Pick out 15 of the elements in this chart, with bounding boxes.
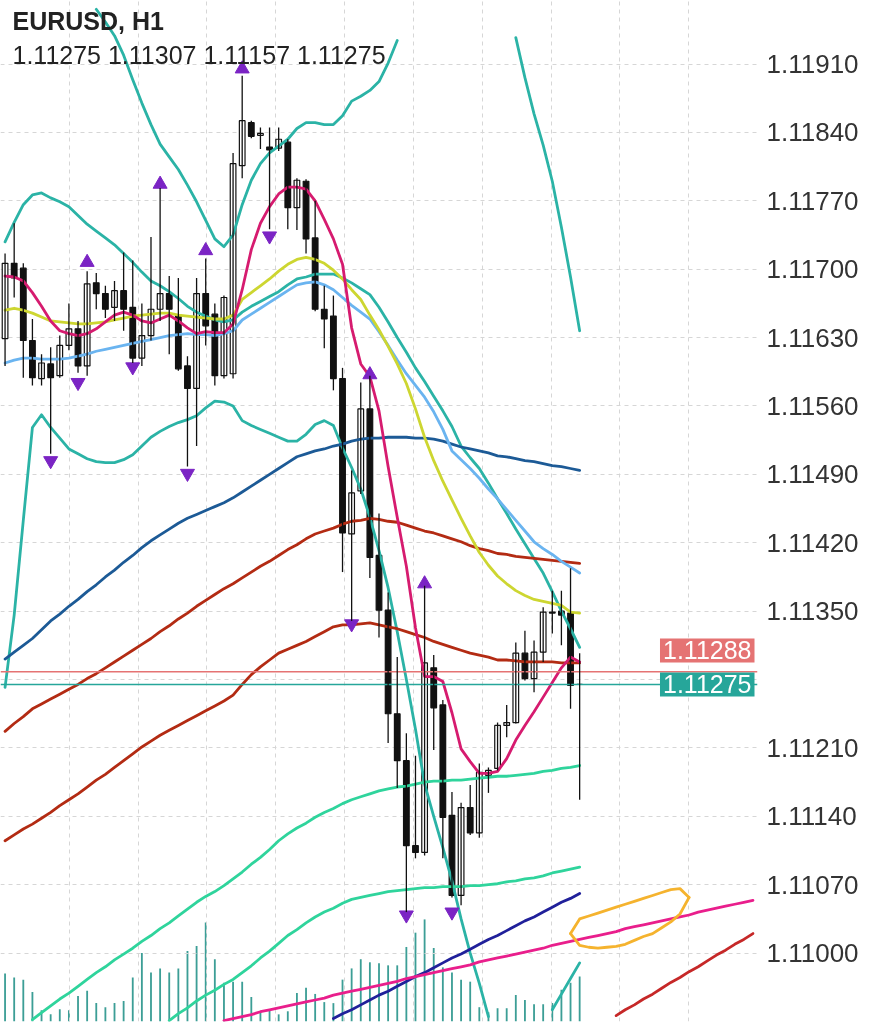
y-tick-label: 1.11700 bbox=[766, 254, 859, 285]
y-tick-label: 1.11210 bbox=[766, 732, 859, 763]
y-tick-label: 1.11840 bbox=[766, 117, 859, 148]
y-tick-label: 1.11350 bbox=[766, 596, 859, 627]
y-tick-label: 1.11070 bbox=[766, 869, 859, 900]
y-tick-label: 1.11420 bbox=[766, 527, 859, 558]
y-tick-label: 1.11140 bbox=[766, 801, 857, 832]
y-tick-label: 1.11630 bbox=[766, 322, 859, 353]
y-tick-label: 1.11490 bbox=[766, 459, 859, 490]
y-tick-label: 1.11000 bbox=[766, 938, 859, 969]
y-tick-label: 1.11770 bbox=[766, 185, 859, 216]
y-tick-label: 1.11910 bbox=[766, 49, 859, 80]
ref-line-label: 1.11288 bbox=[662, 636, 752, 665]
ref-line-label: 1.11275 bbox=[662, 670, 752, 699]
y-tick-label: 1.11560 bbox=[766, 390, 859, 421]
